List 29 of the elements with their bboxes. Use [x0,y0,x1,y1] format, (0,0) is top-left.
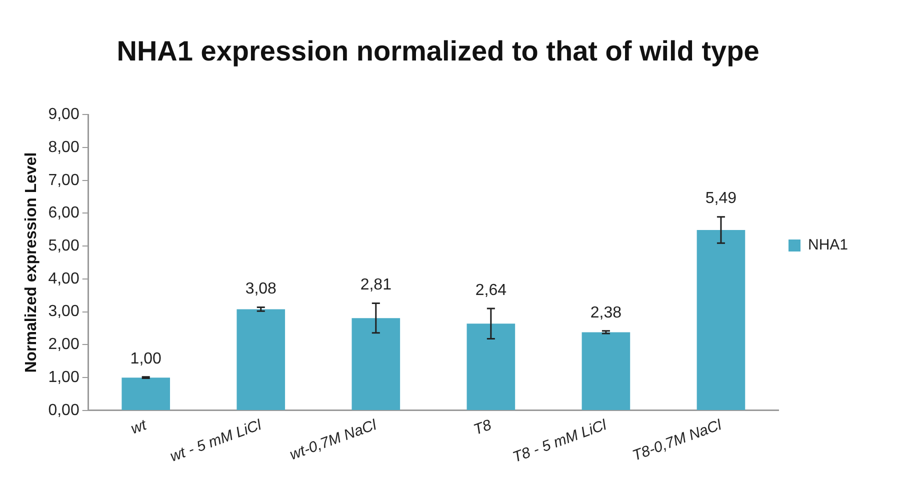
legend-label: NHA1 [808,236,848,254]
y-tick-label: 0,00 [48,402,80,419]
y-axis-title: Normalized expression Level [23,152,40,373]
y-tick-label: 3,00 [48,303,80,320]
y-tick-label: 1,00 [48,368,80,386]
y-tick-label: 7,00 [48,172,80,189]
y-tick-label: 6,00 [48,204,80,222]
y-tick-label: 8,00 [48,138,80,156]
y-tick-label: 4,00 [48,270,80,288]
bar [466,324,516,410]
bar [122,378,170,410]
x-tick-label: T8 - 5 mM LiCl [510,416,610,466]
data-label: 1,00 [130,350,162,368]
y-tick-label: 9,00 [48,106,80,124]
x-tick-label: wt [128,416,150,438]
chart-title: NHA1 expression normalized to that of wild type [116,36,760,67]
data-label: 3,08 [245,280,277,298]
y-tick-label: 2,00 [48,336,80,354]
data-label: 2,81 [360,276,392,294]
bar [352,318,400,410]
bar [582,332,630,410]
y-tick-label: 5,00 [48,237,80,254]
data-label: 5,49 [705,190,737,208]
bar [236,309,286,410]
data-label: 2,64 [475,282,507,299]
data-label: 2,38 [590,304,622,322]
bar [696,230,746,410]
x-tick-label: T8 [471,416,494,439]
x-tick-label: wt - 5 mM LiCl [168,416,264,466]
